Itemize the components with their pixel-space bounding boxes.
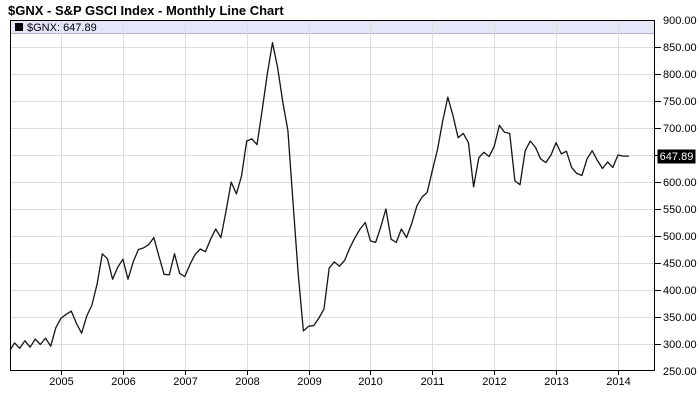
x-axis-label: 2013 [544,376,568,388]
legend-label: $GNX: 647.89 [27,22,97,34]
current-value-tag [657,149,696,164]
legend-swatch [15,23,23,31]
y-axis-label: 900.00 [663,15,697,27]
current-value-tag-label: 647.89 [660,151,694,163]
y-axis-label: 450.00 [663,258,697,270]
x-axis-label: 2007 [173,376,197,388]
y-axis-label: 700.00 [663,123,697,135]
x-axis-label: 2014 [606,376,630,388]
y-axis-label: 850.00 [663,42,697,54]
x-axis-label: 2010 [358,376,382,388]
x-axis-label: 2008 [235,376,259,388]
y-axis-label: 800.00 [663,69,697,81]
y-axis-label: 350.00 [663,312,697,324]
x-axis-label: 2005 [49,376,73,388]
x-axis-label: 2006 [111,376,135,388]
y-axis-label: 400.00 [663,285,697,297]
x-axis-label: 2012 [482,376,506,388]
legend-bar [10,20,655,34]
x-axis-label: 2009 [297,376,321,388]
y-axis-label: 600.00 [663,177,697,189]
y-axis-label: 550.00 [663,204,697,216]
y-axis-label: 250.00 [663,366,697,378]
plot-border [10,20,655,371]
y-axis-label: 750.00 [663,96,697,108]
y-axis-label: 300.00 [663,339,697,351]
page-title: $GNX - S&P GSCI Index - Monthly Line Cha… [8,3,284,18]
x-axis-label: 2011 [421,376,445,388]
y-axis-label: 500.00 [663,231,697,243]
price-line [9,42,629,351]
